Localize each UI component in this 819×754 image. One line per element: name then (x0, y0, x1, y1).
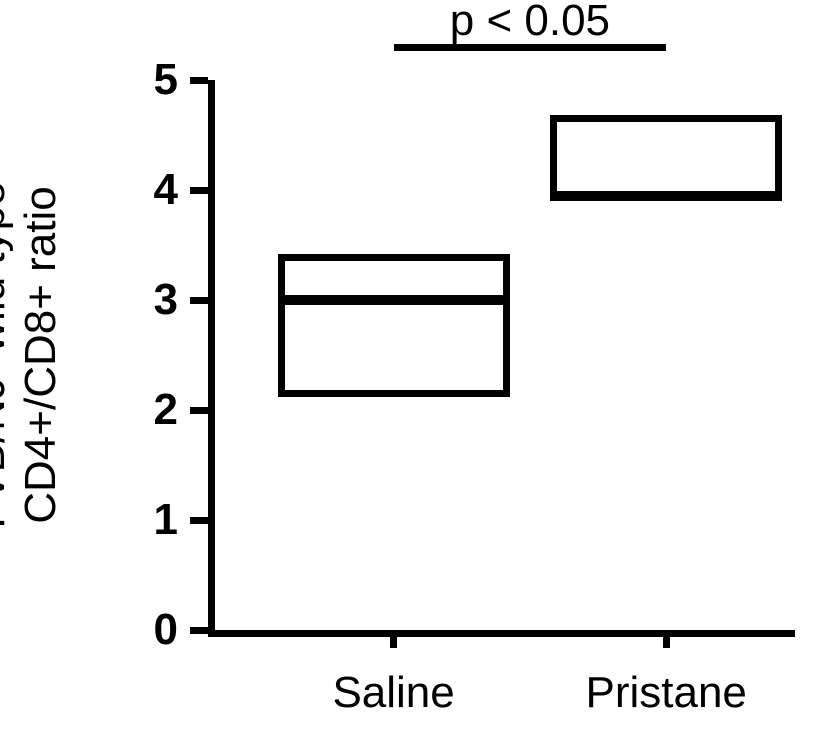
box-saline (278, 254, 510, 397)
y-tick-label: 0 (0, 605, 178, 655)
y-tick (190, 517, 208, 524)
y-tick (190, 187, 208, 194)
median-pristane (550, 191, 782, 201)
box-pristane (550, 115, 782, 201)
x-tick (390, 630, 397, 648)
x-tick-label: Pristane (585, 668, 746, 718)
x-tick-label: Saline (332, 668, 454, 718)
y-tick (190, 627, 208, 634)
x-tick (663, 630, 670, 648)
y-axis-title: FVB/NJ wild type CD4+/CD8+ ratio (0, 181, 66, 528)
y-tick (190, 297, 208, 304)
y-tick (190, 407, 208, 414)
y-tick-label: 5 (0, 55, 178, 105)
significance-text: p < 0.05 (450, 0, 610, 46)
y-tick (190, 77, 208, 84)
chart-stage: { "chart": { "type": "boxplot", "backgro… (0, 0, 819, 754)
y-tick-label: 2 (0, 385, 178, 435)
median-saline (278, 295, 510, 305)
y-tick-label: 4 (0, 165, 178, 215)
y-tick-label: 3 (0, 275, 178, 325)
y-tick-label: 1 (0, 495, 178, 545)
